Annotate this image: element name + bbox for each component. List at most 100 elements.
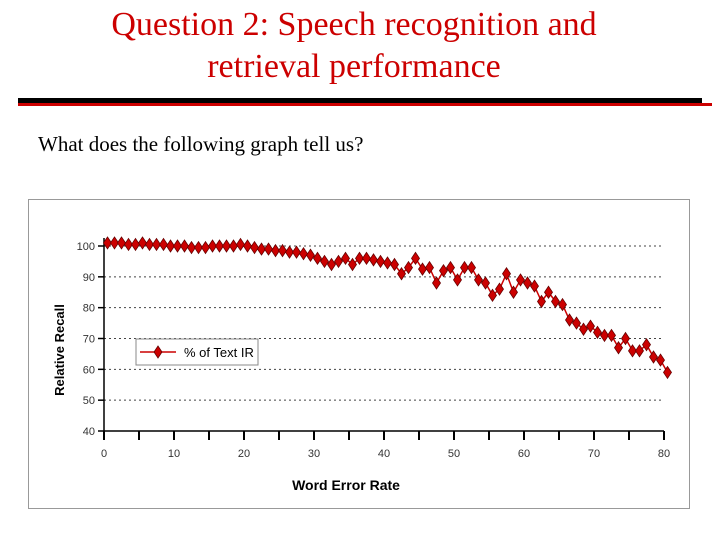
data-point-79 [656,353,665,367]
data-point-6 [145,237,154,252]
recall-chart: 40 50 60 70 80 90 100 0 10 20 30 40 50 60 70 80 % of Te… [52,236,672,493]
data-point-78 [649,350,658,364]
data-point-43 [404,260,413,275]
data-point-48 [439,263,448,278]
data-point-34 [341,251,350,266]
data-point-17 [222,239,231,253]
data-point-36 [355,251,364,266]
data-point-19 [236,237,245,252]
data-point-4 [131,237,140,252]
x-tick-label-0: 0 [101,448,107,460]
data-point-8 [159,237,168,252]
data-point-53 [474,273,483,287]
data-point-16 [215,239,224,253]
y-tick-label-80: 80 [83,303,95,315]
data-point-60 [523,276,532,290]
data-point-27 [292,245,301,259]
data-point-72 [607,328,616,343]
data-point-39 [376,254,385,269]
data-point-68 [579,322,588,336]
data-point-71 [600,328,609,343]
data-point-42 [397,267,406,281]
x-tick-label-20: 20 [238,448,250,460]
data-point-58 [509,285,518,299]
data-point-9 [166,239,175,253]
data-point-50 [453,273,462,287]
data-point-64 [551,294,560,309]
slide-title-line2: retrieval performance [207,48,501,85]
data-point-38 [369,253,378,267]
axis-layer: 40 50 60 70 80 90 100 0 10 20 30 40 50 60 70 80 [77,238,670,460]
data-point-61 [530,279,539,293]
data-point-57 [502,267,511,281]
title-rule [18,98,702,103]
data-point-40 [383,256,392,270]
legend-layer: % of Text IR [135,338,259,366]
data-point-21 [250,240,259,255]
data-point-22 [257,242,266,256]
data-point-0 [103,236,112,250]
data-point-55 [488,288,497,303]
y-tick-label-60: 60 [83,364,95,376]
x-tick-label-40: 40 [378,448,390,460]
data-point-30 [313,251,322,266]
data-point-51 [460,260,469,275]
slide-title-line1: Question 2: Speech recognition and [111,6,597,43]
data-point-31 [320,254,329,269]
x-tick-label-70: 70 [588,448,600,460]
data-point-46 [425,260,434,275]
data-point-35 [348,257,357,272]
data-point-26 [285,245,294,259]
data-point-59 [516,273,525,287]
data-point-52 [467,260,476,275]
x-tick-label-10: 10 [168,448,180,460]
data-point-69 [586,319,595,333]
y-axis-label: Relative Recall [52,304,67,396]
data-point-32 [327,257,336,272]
data-point-73 [614,341,623,355]
data-point-5 [138,236,147,250]
data-point-76 [635,344,644,358]
data-point-2 [117,236,126,250]
data-point-54 [481,276,490,290]
data-point-13 [194,240,203,255]
legend-swatch-marker [153,345,163,359]
data-point-11 [180,239,189,253]
title-rule-accent [18,103,712,106]
x-axis-label: Word Error Rate [292,477,400,493]
data-point-18 [229,239,238,253]
x-tick-label-50: 50 [448,448,460,460]
x-tick-label-80: 80 [658,448,670,460]
data-point-70 [593,325,602,340]
data-point-7 [152,237,161,252]
x-tick-label-30: 30 [308,448,320,460]
y-tick-label-40: 40 [83,426,95,438]
y-tick-label-100: 100 [77,241,95,253]
data-point-33 [334,254,343,269]
chart-frame: 40 50 60 70 80 90 100 0 10 20 30 40 50 60 70 80 % of Te… [28,199,690,509]
data-point-1 [110,236,119,250]
y-tick-label-70: 70 [83,334,95,346]
data-point-37 [362,251,371,266]
data-point-14 [201,240,210,255]
legend-label: % of Text IR [184,345,254,360]
x-tick-label-60: 60 [518,448,530,460]
data-point-74 [621,331,630,346]
grid-layer [104,245,664,401]
data-point-63 [544,285,553,299]
slide-question: What does the following graph tell us? [38,132,364,156]
data-point-65 [558,297,567,312]
data-point-62 [537,294,546,309]
data-point-56 [495,282,504,296]
data-point-28 [299,246,308,261]
data-point-47 [432,276,441,290]
data-point-80 [663,365,672,380]
data-point-24 [271,243,280,258]
series-layer [103,236,672,380]
data-point-20 [243,239,252,253]
data-point-77 [642,337,651,352]
y-tick-label-50: 50 [83,395,95,407]
data-point-3 [124,237,133,252]
data-point-12 [187,240,196,255]
data-point-66 [565,313,574,327]
